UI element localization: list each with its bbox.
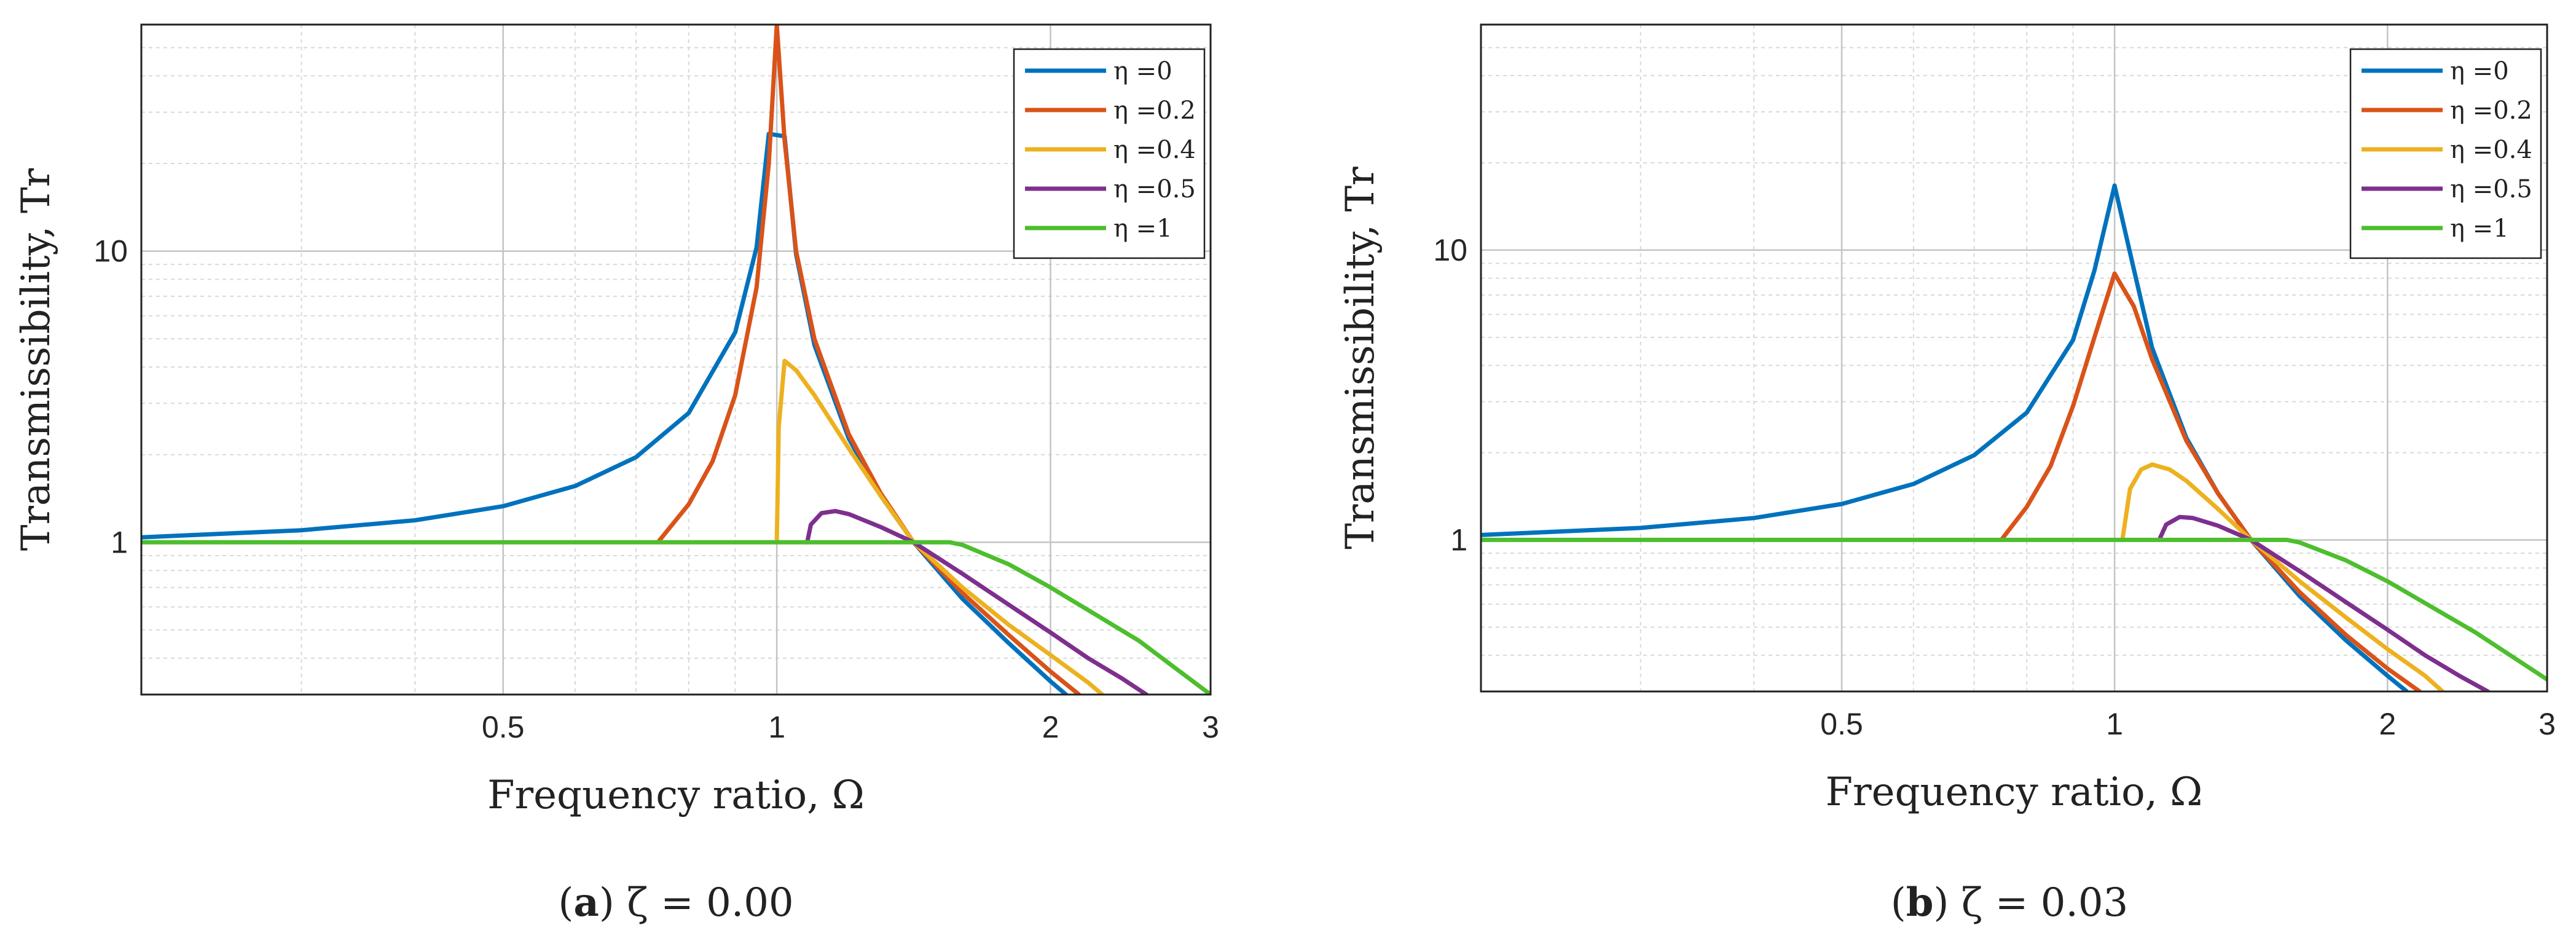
x-tick-label: 2: [2379, 707, 2396, 741]
y-axis-title: Transmissibility, Tr: [1338, 167, 1383, 549]
y-tick-label: 10: [1433, 233, 1467, 267]
legend-entry: η =0: [1113, 57, 1172, 85]
caption-paren-close: ): [1933, 880, 1961, 926]
series-line-eta-1: [1999, 271, 2422, 691]
legend-entry: η =0: [2450, 57, 2509, 85]
caption-parameter: ζ = 0.00: [627, 880, 794, 926]
legend-box: [1013, 48, 1206, 259]
series-lines: [1481, 183, 2547, 691]
series-line-eta-1: [656, 25, 1082, 695]
series-line-eta-4: [141, 540, 1211, 695]
legend: η =0 η =0.2 η =0.4 η =0.5 η =1: [1013, 48, 1206, 259]
caption-paren-open: (: [1891, 880, 1906, 926]
caption-label: a: [573, 880, 599, 926]
legend-entry: η =0.5: [2450, 175, 2532, 203]
subfigure-caption: (b) ζ = 0.03: [1891, 880, 2129, 926]
axes-box: [140, 23, 1212, 696]
series-line-eta-0: [1481, 183, 2409, 691]
legend-entry: η =1: [2450, 215, 2509, 243]
x-tick-label: 3: [2539, 707, 2556, 741]
y-axis-title: Transmissibility, Tr: [14, 168, 59, 551]
caption-parameter: ζ = 0.03: [1961, 880, 2129, 926]
series-lines: [141, 25, 1211, 695]
caption-paren-open: (: [558, 880, 573, 926]
subfigure-caption: (a) ζ = 0.00: [558, 880, 793, 926]
x-tick-label: 1: [2106, 707, 2123, 741]
y-tick-label: 1: [1450, 522, 1467, 557]
chart-panel-b: 0.5 1 2 3 1 10 Frequency ratio, Ω Transmissibil…: [1338, 23, 2556, 926]
chart-panel-a: 0.5 1 2 3 1 10 Frequency ratio, Ω Transmissibil…: [14, 23, 1219, 926]
x-axis-title: Frequency ratio, Ω: [1826, 770, 2203, 815]
series-line-eta-3: [2157, 514, 2490, 691]
legend-entry: η =0.5: [1113, 175, 1196, 203]
x-tick-label: 0.5: [482, 710, 525, 744]
x-tick-label: 0.5: [1820, 707, 1863, 741]
y-tick-label: 10: [93, 234, 128, 269]
legend-box: [2349, 48, 2542, 259]
x-axis-title: Frequency ratio, Ω: [487, 773, 865, 818]
x-tick-label: 3: [1202, 710, 1219, 744]
legend-entry: η =1: [1113, 215, 1172, 243]
x-tick-label: 2: [1042, 710, 1059, 744]
series-line-eta-4: [1481, 537, 2547, 682]
legend: η =0 η =0.2 η =0.4 η =0.5 η =1: [2349, 48, 2542, 259]
legend-entry: η =0.4: [1113, 136, 1196, 164]
axes-box: [1480, 23, 2548, 693]
caption-paren-close: ): [599, 880, 627, 926]
legend-entry: η =0.4: [2450, 136, 2532, 164]
legend-entry: η =0.2: [1113, 96, 1196, 125]
x-tick-label: 1: [768, 710, 785, 744]
series-line-eta-2: [2120, 462, 2445, 691]
series-line-eta-0: [141, 132, 1069, 695]
y-tick-label: 1: [111, 525, 128, 559]
series-line-eta-2: [774, 358, 1105, 695]
caption-label: b: [1906, 880, 1934, 926]
legend-entry: η =0.2: [2450, 96, 2532, 125]
